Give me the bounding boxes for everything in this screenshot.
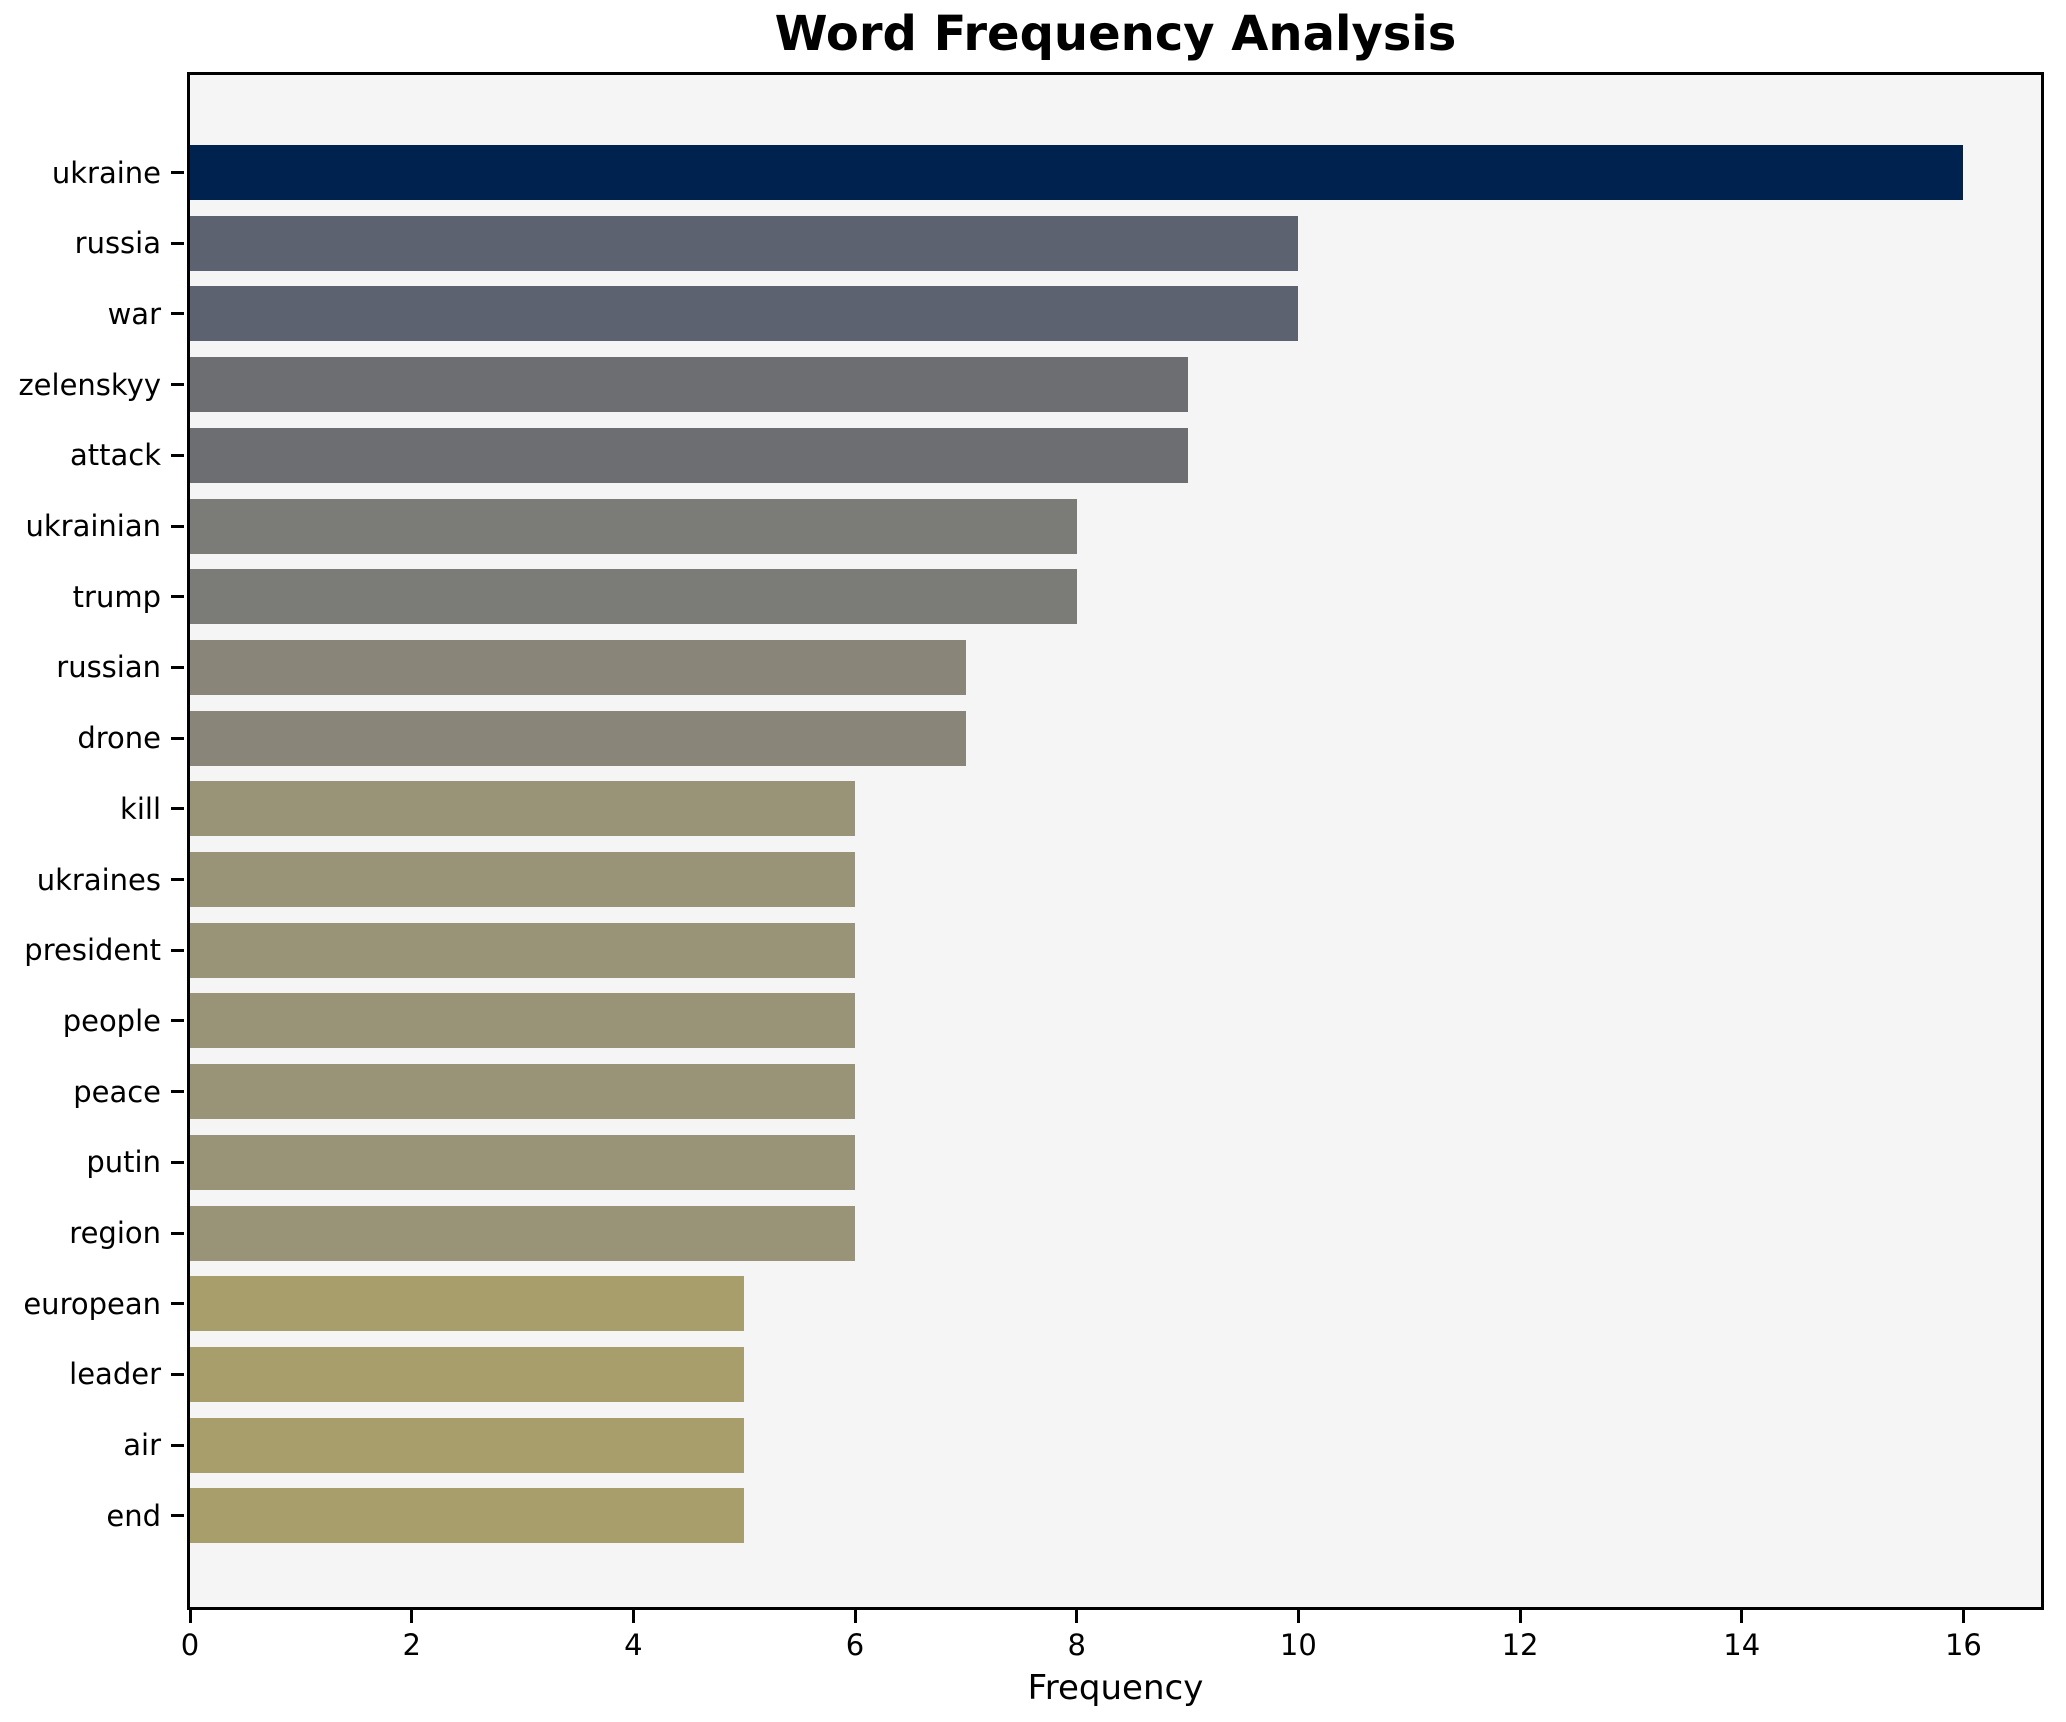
y-tick-label-ukrainian: ukrainian (25, 509, 161, 543)
x-tick-mark (631, 1610, 635, 1623)
bar-attack (190, 427, 1188, 483)
x-tick-mark (1296, 1610, 1300, 1623)
bar-ukraines (190, 852, 856, 907)
y-tick-mark (171, 453, 184, 457)
y-tick-mark (171, 1443, 184, 1447)
bar-russian (190, 639, 966, 695)
y-tick-mark (171, 948, 184, 952)
bars-layer (190, 75, 2041, 1607)
chart-title: Word Frequency Analysis (774, 6, 1457, 62)
x-tick-mark (410, 1610, 414, 1623)
y-tick-label-leader: leader (69, 1357, 161, 1392)
bar-putin (190, 1134, 856, 1190)
bar-president (190, 922, 856, 978)
x-tick-label-4: 4 (624, 1628, 643, 1662)
y-tick-label-ukraines: ukraines (36, 862, 161, 897)
y-tick-mark (171, 1302, 184, 1306)
y-tick-label-kill: kill (120, 791, 161, 826)
y-tick-label-war: war (107, 296, 161, 331)
bar-region (190, 1205, 856, 1261)
y-tick-label-drone: drone (77, 721, 161, 756)
y-tick-mark (171, 1090, 184, 1094)
y-tick-label-peace: peace (73, 1074, 161, 1109)
x-tick-label-8: 8 (1067, 1628, 1086, 1662)
y-tick-mark (171, 524, 184, 528)
bar-people (190, 993, 856, 1049)
x-tick-mark (1961, 1610, 1965, 1623)
y-tick-label-putin: putin (86, 1145, 161, 1180)
y-tick-label-trump: trump (72, 579, 161, 614)
y-tick-mark (171, 312, 184, 316)
bar-zelenskyy (190, 357, 1188, 413)
y-tick-label-russia: russia (74, 226, 161, 261)
bar-kill (190, 781, 856, 837)
bar-peace (190, 1064, 856, 1120)
bar-drone (190, 710, 966, 766)
x-tick-label-12: 12 (1501, 1628, 1539, 1662)
x-tick-label-2: 2 (402, 1628, 421, 1662)
y-tick-label-russian: russian (56, 650, 161, 685)
y-tick-label-end: end (106, 1498, 161, 1533)
x-tick-mark (1075, 1610, 1079, 1623)
y-tick-mark (171, 1019, 184, 1023)
y-tick-label-european: european (23, 1286, 161, 1321)
y-tick-mark (171, 736, 184, 740)
y-tick-mark (171, 1372, 184, 1376)
x-tick-mark (853, 1610, 857, 1623)
x-tick-label-16: 16 (1944, 1628, 1982, 1662)
bar-ukraine (190, 145, 1964, 200)
plot-area (187, 72, 2044, 1610)
y-tick-mark (171, 878, 184, 881)
x-tick-label-6: 6 (845, 1628, 865, 1662)
x-axis-label: Frequency (1027, 1668, 1204, 1708)
y-tick-label-air: air (123, 1428, 161, 1463)
y-tick-mark (171, 1160, 184, 1164)
x-tick-label-0: 0 (180, 1628, 200, 1662)
y-tick-mark (171, 595, 184, 599)
y-tick-mark (171, 1231, 184, 1235)
y-tick-label-ukraine: ukraine (51, 155, 161, 190)
x-tick-mark (188, 1610, 192, 1623)
bar-trump (190, 569, 1077, 625)
y-tick-mark (171, 383, 184, 387)
x-tick-mark (1518, 1610, 1522, 1623)
bar-european (190, 1276, 745, 1332)
y-tick-label-people: people (62, 1003, 161, 1038)
y-tick-mark (171, 1514, 184, 1518)
y-tick-mark (171, 807, 184, 811)
bar-leader (190, 1346, 745, 1402)
y-tick-label-zelenskyy: zelenskyy (18, 367, 161, 402)
x-tick-mark (1740, 1610, 1744, 1623)
y-tick-mark (171, 665, 184, 669)
y-tick-label-president: president (24, 933, 161, 968)
bar-ukrainian (190, 498, 1077, 554)
y-tick-mark (171, 241, 184, 245)
y-tick-mark (171, 171, 184, 174)
y-tick-label-region: region (69, 1216, 161, 1250)
bar-end (190, 1488, 745, 1544)
y-tick-label-attack: attack (69, 438, 161, 473)
bar-air (190, 1417, 745, 1473)
bar-russia (190, 215, 1299, 271)
x-tick-label-14: 14 (1723, 1628, 1761, 1662)
bar-war (190, 286, 1299, 342)
x-tick-label-10: 10 (1279, 1628, 1317, 1662)
